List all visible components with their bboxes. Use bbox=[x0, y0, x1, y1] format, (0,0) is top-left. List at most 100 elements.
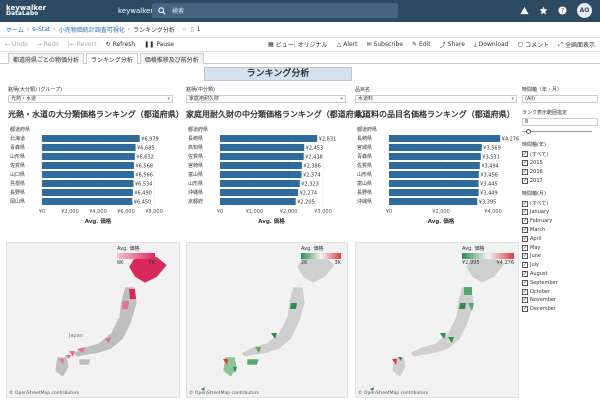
map-middle[interactable]: Avg. 価格 2K 3K © OpenStreetMap contributor… bbox=[186, 242, 348, 398]
year-option: 2017 bbox=[530, 177, 543, 184]
filter-value: 家庭用耐久財 bbox=[189, 96, 220, 102]
bar[interactable] bbox=[220, 180, 300, 187]
x-tick-label: ¥2,000 bbox=[61, 209, 79, 215]
share-button[interactable]: ⤴ Share bbox=[440, 40, 465, 49]
month-option: July bbox=[530, 262, 539, 269]
bar[interactable] bbox=[220, 162, 302, 169]
month-checkbox[interactable]: ✓ August bbox=[522, 270, 598, 279]
bar[interactable] bbox=[42, 153, 135, 160]
alert-button[interactable]: △ Alert bbox=[337, 40, 358, 49]
checkbox-checked-icon: ✓ bbox=[522, 226, 528, 233]
bar[interactable] bbox=[220, 153, 304, 160]
year-checkbox[interactable]: ✓ 2016 bbox=[522, 168, 598, 177]
month-checkbox[interactable]: ✓ November bbox=[522, 296, 598, 305]
bar[interactable] bbox=[389, 162, 480, 169]
breadcrumb-separator: › bbox=[127, 26, 131, 33]
bar-chart-item: 都道府県 ¥0 ¥2,000 ¥4,000 長崎県 ¥4,276 宮城県 ¥3,569 青森県 ¥… bbox=[357, 126, 519, 225]
rank-range-slider[interactable] bbox=[522, 129, 598, 135]
category-label: 山形県 bbox=[10, 153, 25, 160]
month-checkbox[interactable]: ✓ May bbox=[522, 243, 598, 252]
month-checkbox[interactable]: ✓ June bbox=[522, 252, 598, 261]
view-button[interactable]: ▦ ビュー: オリジナル bbox=[268, 40, 328, 49]
refresh-button[interactable]: ↻ Refresh bbox=[106, 41, 136, 48]
map-attribution: © OpenStreetMap contributors bbox=[9, 391, 79, 396]
chevron-down-icon: ▾ bbox=[340, 96, 343, 102]
bar[interactable] bbox=[389, 135, 501, 142]
year-checkbox[interactable]: ✓ (すべて) bbox=[522, 150, 598, 159]
tab-ranking-analysis[interactable]: ランキング分析 bbox=[85, 53, 138, 64]
bar[interactable] bbox=[220, 135, 318, 142]
month-checkbox[interactable]: ✓ September bbox=[522, 278, 598, 287]
bar[interactable] bbox=[220, 198, 296, 205]
redo-button[interactable]: → Redo bbox=[37, 41, 59, 48]
month-checkbox[interactable]: ✓ March bbox=[522, 226, 598, 235]
avatar[interactable]: AO bbox=[577, 3, 592, 18]
edit-button[interactable]: ✎ Edit bbox=[412, 40, 431, 49]
chevron-down-icon: ▾ bbox=[511, 96, 514, 102]
month-checkbox[interactable]: ✓ January bbox=[522, 208, 598, 217]
bar[interactable] bbox=[389, 180, 479, 187]
bar[interactable] bbox=[42, 171, 134, 178]
fullscreen-button[interactable]: ⤢ 全画面表示 bbox=[558, 40, 595, 50]
bar[interactable] bbox=[42, 189, 133, 196]
map-item[interactable]: Avg. 価格 ¥2,995 ¥4,276 © OpenStreetMap con… bbox=[355, 242, 519, 398]
rank-range-input[interactable]: 8 bbox=[522, 118, 598, 126]
year-checkbox[interactable]: ✓ 2015 bbox=[522, 159, 598, 168]
download-button[interactable]: ⤓ Download bbox=[474, 40, 508, 49]
legend-title: Avg. 価格 bbox=[462, 246, 485, 252]
bar[interactable] bbox=[220, 144, 305, 151]
month-checkbox[interactable]: ✓ October bbox=[522, 287, 598, 296]
map-major[interactable]: Avg. 価格 6K 7K Japan © OpenStreetMap contr… bbox=[6, 242, 180, 398]
month-checkbox[interactable]: ✓ July bbox=[522, 261, 598, 270]
breadcrumb-site[interactable]: e-Stat bbox=[32, 26, 51, 33]
month-checkbox[interactable]: ✓ April bbox=[522, 234, 598, 243]
subscribe-button[interactable]: ✉ Subscribe bbox=[366, 40, 403, 49]
breadcrumb-home[interactable]: ホーム bbox=[6, 27, 24, 34]
x-tick-label: ¥0 bbox=[386, 209, 392, 215]
help-icon[interactable]: ? bbox=[558, 6, 567, 15]
download-icon: ⤓ bbox=[474, 40, 477, 48]
logo[interactable]: keywalker DataLabo bbox=[6, 5, 56, 17]
bar[interactable] bbox=[389, 144, 482, 151]
pause-button[interactable]: ❚❚ Pause bbox=[144, 41, 174, 48]
bar[interactable] bbox=[42, 198, 133, 205]
revert-button[interactable]: |← Revert bbox=[68, 41, 97, 48]
search-input[interactable]: 検索 bbox=[152, 3, 398, 18]
bar[interactable] bbox=[220, 189, 299, 196]
filter-middle-category-select[interactable]: 家庭用耐久財 ▾ bbox=[186, 95, 346, 103]
year-filter-label: 時間軸(年) bbox=[522, 142, 546, 148]
map-region-okinawa bbox=[201, 387, 205, 391]
undo-button[interactable]: ← Undo bbox=[5, 41, 28, 48]
filter-label: 品目名 bbox=[355, 87, 371, 93]
bar[interactable] bbox=[389, 198, 478, 205]
alert-icon[interactable] bbox=[520, 6, 529, 15]
comment-button[interactable]: ▢ コメント bbox=[517, 40, 549, 49]
tab-price-trend[interactable]: 価格推移及び前分析 bbox=[139, 53, 204, 64]
month-checkbox[interactable]: ✓ (すべて) bbox=[522, 199, 598, 208]
bar[interactable] bbox=[42, 135, 140, 142]
favorite-star-icon[interactable]: ☆ bbox=[181, 26, 188, 33]
bar[interactable] bbox=[389, 171, 479, 178]
period-select[interactable]: (All) bbox=[522, 95, 598, 103]
bar[interactable] bbox=[220, 171, 302, 178]
bar[interactable] bbox=[389, 153, 481, 160]
bar[interactable] bbox=[42, 144, 136, 151]
x-tick-label: ¥3,000 bbox=[314, 209, 332, 215]
filter-major-category-select[interactable]: 光熱・水道 ▾ bbox=[8, 95, 173, 103]
month-option: April bbox=[530, 235, 542, 242]
redo-icon: → bbox=[36, 41, 42, 48]
year-checkbox[interactable]: ✓ 2017 bbox=[522, 176, 598, 185]
breadcrumb-project[interactable]: 小売物価統計調査可視化 bbox=[58, 27, 125, 34]
month-option: September bbox=[530, 279, 558, 286]
bar[interactable] bbox=[42, 162, 134, 169]
month-checkbox[interactable]: ✓ December bbox=[522, 305, 598, 314]
tab-prefecture-analysis[interactable]: 都道府県ごとの物価分析 bbox=[8, 53, 84, 64]
value-label: ¥2,374 bbox=[303, 173, 321, 179]
filter-item-name-select[interactable]: 水道料 ▾ bbox=[355, 95, 517, 103]
bar[interactable] bbox=[42, 180, 134, 187]
favorites-icon[interactable] bbox=[539, 6, 548, 15]
comment-icon: ▢ bbox=[517, 41, 524, 48]
bar[interactable] bbox=[389, 189, 479, 196]
slider-handle[interactable] bbox=[526, 129, 531, 134]
month-checkbox[interactable]: ✓ February bbox=[522, 217, 598, 226]
